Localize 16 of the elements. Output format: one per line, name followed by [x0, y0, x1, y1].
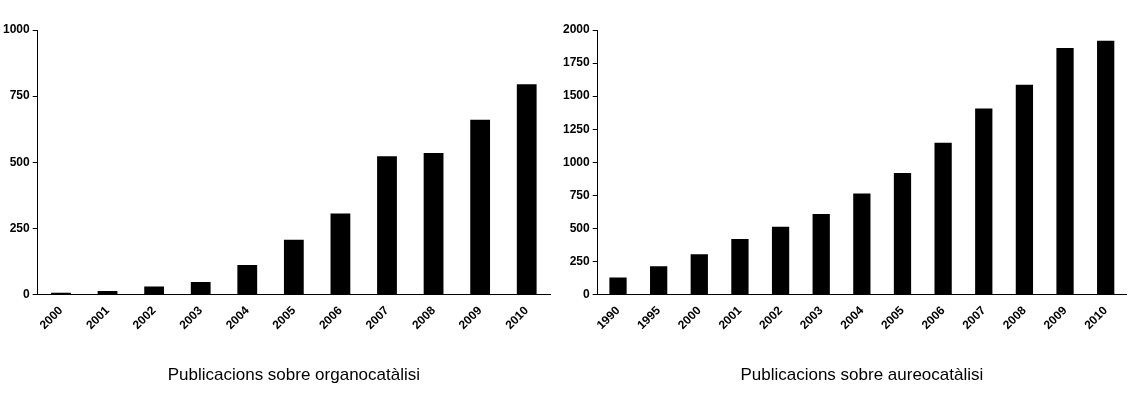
y-tick-label: 250 — [9, 220, 31, 235]
y-tick-label: 1750 — [562, 55, 591, 70]
y-tick-label: 0 — [23, 286, 31, 301]
y-tick-label: 1500 — [562, 88, 591, 103]
y-tick-label: 2000 — [562, 22, 591, 37]
y-tick-label: 1000 — [562, 154, 591, 169]
y-tick-label: 750 — [569, 187, 591, 202]
y-tick-label: 0 — [583, 286, 591, 301]
x-axis-title: Publicacions sobre aureocatàlisi — [740, 365, 984, 385]
y-tick-label: 250 — [569, 253, 591, 268]
y-tick-label: 500 — [569, 220, 591, 235]
x-axis-title: Publicacions sobre organocatàlisi — [167, 365, 420, 385]
y-tick-label: 500 — [9, 154, 31, 169]
y-tick-label: 1250 — [562, 121, 591, 136]
y-tick-label: 1000 — [2, 22, 31, 37]
y-tick-label: 750 — [9, 88, 31, 103]
